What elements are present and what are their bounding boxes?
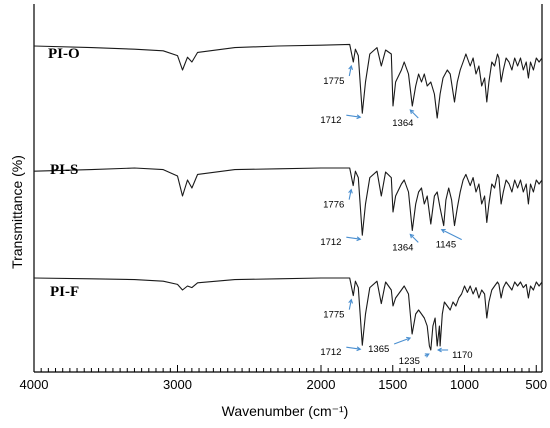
annotation-arrow (346, 114, 361, 118)
annotation-arrow (441, 229, 462, 241)
x-tick-label: 1000 (450, 377, 479, 392)
annotation-arrow (409, 109, 419, 119)
annotation-arrowhead (356, 236, 362, 242)
annotation-arrow (346, 236, 361, 240)
annotation-arrowhead (406, 336, 412, 342)
annotation-arrow (393, 337, 411, 345)
x-tick-label: 3000 (163, 377, 192, 392)
annotation-arrowhead (348, 298, 354, 304)
annotation-label: 1775 (323, 310, 344, 321)
x-tick-label: 2000 (307, 377, 336, 392)
x-tick-label: 4000 (20, 377, 49, 392)
annotation-arrowhead (348, 188, 353, 194)
annotation-label: 1712 (320, 347, 341, 358)
annotation-arrow (346, 346, 361, 350)
series-label-pi-f: PI-F (50, 284, 79, 300)
annotation-arrowhead (348, 64, 354, 70)
annotation-arrow (348, 189, 352, 200)
annotation-label: 1712 (320, 115, 341, 126)
x-tick-label: 500 (525, 377, 547, 392)
annotation-label: 1775 (323, 76, 344, 87)
annotation-arrowhead (356, 346, 362, 352)
annotation-label: 1364 (392, 242, 413, 253)
x-axis-label: Wavenumber (cm⁻¹) (222, 403, 349, 419)
annotation-label: 1170 (452, 350, 472, 361)
plot-area: 4000 3000 2000 1500 1000 500 PI-O 1775 1712 1364 P… (20, 4, 547, 392)
annotation-label: 1364 (392, 118, 413, 129)
annotation-arrow (348, 65, 352, 77)
y-axis-label: Transmittance (%) (9, 155, 25, 269)
annotation-arrowhead (409, 233, 415, 239)
annotation-arrow (348, 299, 352, 310)
annotation-arrowhead (356, 114, 362, 120)
series-label-pi-o: PI-O (48, 46, 80, 62)
annotation-label: 1776 (323, 200, 344, 211)
annotation-label: 1145 (436, 240, 456, 251)
annotation-label: 1365 (368, 344, 389, 355)
annotation-arrowhead (409, 109, 415, 114)
annotation-label: 1235 (399, 356, 420, 367)
annotation-arrowhead (436, 347, 442, 353)
series-label-pi-s: PI-S (50, 162, 78, 178)
annotation-label: 1712 (320, 237, 341, 248)
annotation-arrowhead (424, 353, 430, 358)
annotation-arrowhead (440, 228, 446, 234)
spectrum-line-pi-s (33, 167, 543, 236)
spectrum-line-pi-o (33, 43, 543, 119)
annotation-arrow (409, 234, 419, 243)
spectrum-line-pi-f (33, 277, 543, 351)
x-tick-label: 1500 (378, 377, 407, 392)
